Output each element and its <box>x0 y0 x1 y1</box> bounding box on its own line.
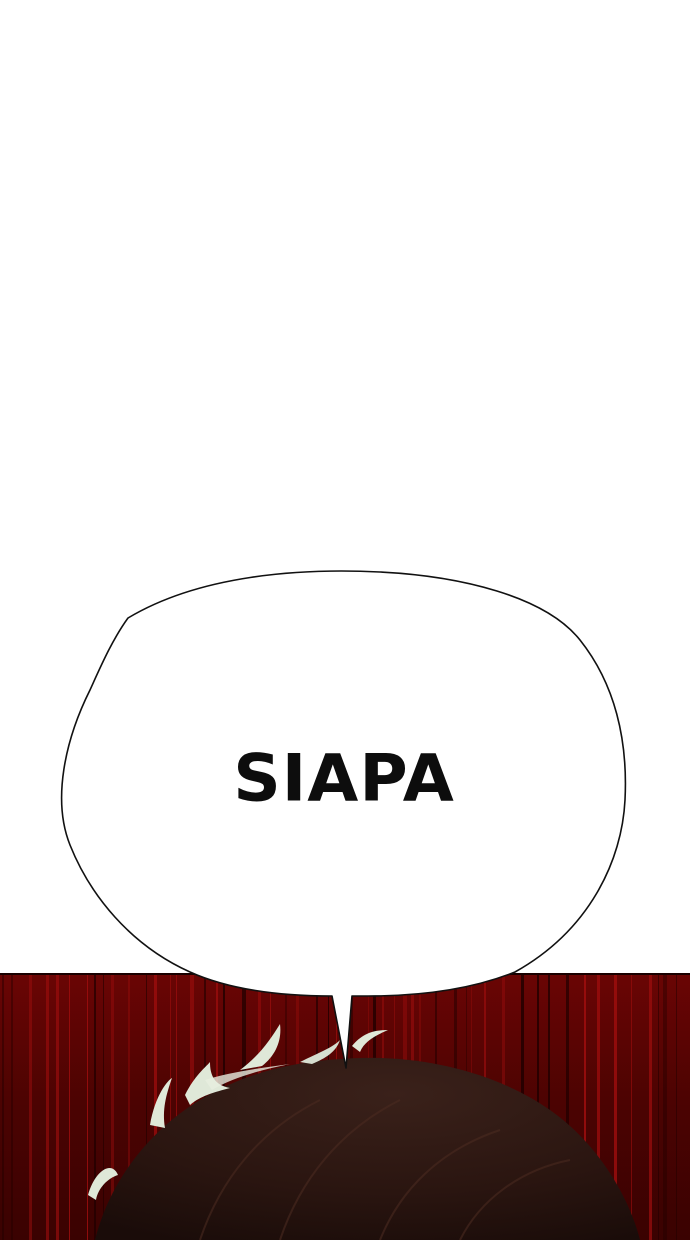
speed-line <box>649 975 652 1240</box>
speed-line <box>566 975 569 1240</box>
speed-line <box>170 975 171 1240</box>
speed-line <box>94 975 96 1240</box>
speed-line <box>584 975 586 1240</box>
speed-line <box>56 975 59 1240</box>
speed-line <box>663 975 667 1240</box>
speed-line <box>128 975 130 1240</box>
speed-line <box>176 975 177 1240</box>
speed-line <box>87 975 88 1240</box>
speed-line <box>46 975 49 1240</box>
speed-line <box>548 975 550 1240</box>
speed-line <box>658 975 659 1240</box>
speed-line <box>103 975 104 1240</box>
speed-line <box>676 975 677 1240</box>
speed-line <box>2 975 4 1240</box>
speed-line <box>111 975 114 1240</box>
speech-bubble-text: SIAPA <box>233 740 455 817</box>
speed-line <box>29 975 32 1240</box>
speed-line <box>614 975 617 1240</box>
speed-line <box>146 975 147 1240</box>
character-hair <box>88 1024 640 1240</box>
speed-line <box>597 975 600 1240</box>
speed-line <box>69 975 70 1240</box>
speed-line <box>631 975 632 1240</box>
speed-line <box>11 975 13 1240</box>
speech-bubble <box>60 570 627 1069</box>
